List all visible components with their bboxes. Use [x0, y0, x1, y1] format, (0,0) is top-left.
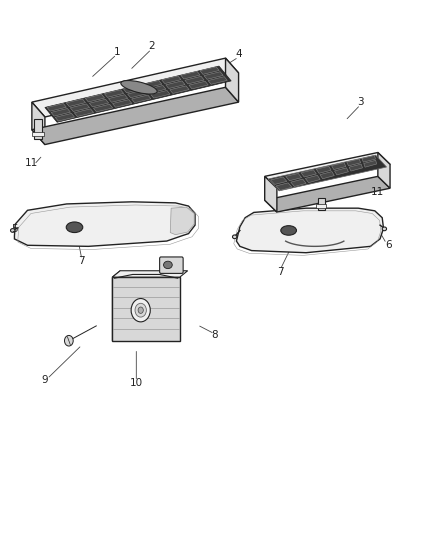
Polygon shape: [265, 176, 390, 212]
Polygon shape: [276, 183, 292, 190]
Polygon shape: [32, 58, 239, 117]
Polygon shape: [204, 72, 223, 79]
Polygon shape: [151, 91, 170, 98]
Polygon shape: [362, 156, 375, 162]
Polygon shape: [70, 104, 89, 111]
Polygon shape: [291, 179, 306, 187]
Text: 3: 3: [357, 97, 364, 107]
Polygon shape: [14, 202, 195, 246]
Polygon shape: [349, 164, 363, 171]
Polygon shape: [208, 77, 227, 84]
Circle shape: [64, 335, 73, 346]
Text: 4: 4: [235, 50, 242, 59]
Polygon shape: [32, 102, 45, 144]
Polygon shape: [47, 103, 67, 111]
Polygon shape: [66, 99, 85, 107]
Polygon shape: [347, 159, 360, 166]
Polygon shape: [124, 85, 143, 93]
Polygon shape: [113, 271, 187, 277]
Polygon shape: [265, 152, 390, 188]
Ellipse shape: [382, 227, 387, 231]
Circle shape: [131, 298, 150, 322]
Polygon shape: [127, 90, 147, 98]
Bar: [35, 119, 42, 139]
Polygon shape: [301, 170, 316, 177]
Polygon shape: [237, 208, 384, 253]
Text: 5: 5: [11, 224, 18, 235]
Polygon shape: [181, 71, 200, 79]
Polygon shape: [378, 152, 390, 188]
Polygon shape: [189, 81, 208, 89]
Polygon shape: [113, 271, 120, 341]
Polygon shape: [89, 99, 109, 107]
Polygon shape: [143, 80, 162, 88]
Polygon shape: [113, 277, 180, 341]
Text: 6: 6: [385, 240, 392, 251]
Polygon shape: [305, 175, 320, 183]
Text: 10: 10: [130, 378, 143, 388]
Text: 1: 1: [113, 47, 120, 56]
Polygon shape: [200, 67, 219, 75]
Polygon shape: [170, 207, 194, 235]
Circle shape: [135, 303, 146, 317]
Polygon shape: [85, 94, 105, 102]
Polygon shape: [74, 109, 94, 116]
Polygon shape: [170, 86, 189, 93]
Polygon shape: [55, 114, 74, 121]
Ellipse shape: [11, 229, 15, 232]
Polygon shape: [265, 176, 277, 212]
Bar: [318, 198, 325, 210]
Polygon shape: [109, 95, 128, 102]
Ellipse shape: [163, 261, 172, 269]
Polygon shape: [286, 173, 302, 181]
Polygon shape: [162, 76, 181, 84]
Bar: [32, 132, 45, 136]
Polygon shape: [226, 58, 239, 102]
Ellipse shape: [121, 80, 157, 94]
Text: 11: 11: [371, 187, 385, 197]
Polygon shape: [93, 104, 113, 112]
Polygon shape: [166, 81, 185, 88]
Polygon shape: [271, 177, 287, 184]
Polygon shape: [45, 66, 231, 122]
Polygon shape: [32, 87, 239, 144]
Bar: [316, 204, 326, 208]
Ellipse shape: [281, 225, 297, 235]
Polygon shape: [316, 166, 331, 173]
Polygon shape: [320, 172, 334, 179]
Text: 7: 7: [277, 267, 283, 277]
Text: 2: 2: [148, 42, 155, 52]
Text: 9: 9: [42, 375, 48, 385]
Polygon shape: [185, 76, 204, 84]
Circle shape: [138, 307, 143, 313]
Polygon shape: [113, 100, 132, 107]
Text: 11: 11: [25, 158, 39, 168]
Ellipse shape: [66, 222, 83, 232]
Polygon shape: [51, 109, 71, 116]
Polygon shape: [335, 168, 348, 175]
FancyBboxPatch shape: [159, 257, 183, 273]
Polygon shape: [364, 160, 377, 167]
Polygon shape: [104, 90, 124, 98]
Polygon shape: [332, 163, 346, 169]
Ellipse shape: [233, 235, 237, 239]
Polygon shape: [268, 155, 387, 191]
Text: 8: 8: [212, 330, 218, 341]
Polygon shape: [131, 95, 151, 103]
Text: 7: 7: [78, 256, 85, 266]
Polygon shape: [147, 85, 166, 93]
